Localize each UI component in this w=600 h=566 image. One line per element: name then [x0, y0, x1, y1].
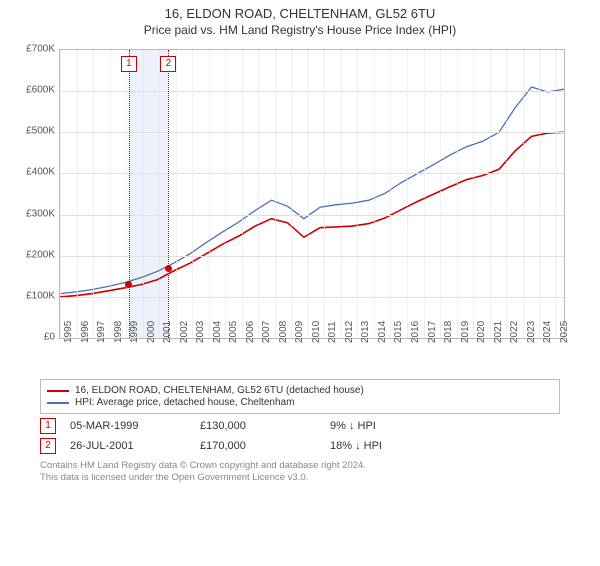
sale-row: 1 05-MAR-1999£130,0009% ↓ HPI — [40, 418, 600, 434]
x-axis-label: 2025 — [559, 321, 570, 343]
x-axis-label: 1997 — [96, 321, 107, 343]
x-axis-label: 2003 — [195, 321, 206, 343]
down-arrow-icon: ↓ — [355, 440, 361, 452]
x-axis-label: 2001 — [162, 321, 173, 343]
y-axis-label: £300K — [26, 208, 55, 219]
x-axis-label: 1999 — [129, 321, 140, 343]
sale-marker-box: 2 — [160, 56, 176, 72]
x-axis-label: 2007 — [261, 321, 272, 343]
x-axis-label: 2022 — [509, 321, 520, 343]
x-axis-label: 2011 — [327, 321, 338, 343]
x-axis-label: 2020 — [476, 321, 487, 343]
chart-area: 12 £0£100K£200K£300K£400K£500K£600K£700K… — [15, 43, 575, 373]
x-axis-label: 2016 — [410, 321, 421, 343]
chart-title-block: 16, ELDON ROAD, CHELTENHAM, GL52 6TU Pri… — [0, 6, 600, 37]
x-axis-label: 2009 — [294, 321, 305, 343]
x-axis-label: 2010 — [311, 321, 322, 343]
x-axis-label: 1998 — [113, 321, 124, 343]
x-axis-label: 2018 — [443, 321, 454, 343]
x-axis-label: 2015 — [393, 321, 404, 343]
sales-table: 1 05-MAR-1999£130,0009% ↓ HPI 2 26-JUL-2001… — [40, 418, 600, 454]
legend-label: 16, ELDON ROAD, CHELTENHAM, GL52 6TU (de… — [75, 385, 364, 396]
chart-lines — [60, 50, 564, 338]
x-axis-label: 2004 — [212, 321, 223, 343]
down-arrow-icon: ↓ — [349, 420, 355, 432]
sale-vs-hpi: 18% ↓ HPI — [330, 440, 460, 452]
sale-price: £170,000 — [200, 440, 330, 452]
footer-attribution: Contains HM Land Registry data © Crown c… — [40, 460, 600, 485]
sale-point — [165, 265, 172, 272]
sale-marker-box: 1 — [121, 56, 137, 72]
series-hpi — [60, 87, 564, 294]
x-axis-label: 2000 — [146, 321, 157, 343]
x-axis-label: 2013 — [360, 321, 371, 343]
x-axis-label: 2012 — [344, 321, 355, 343]
sale-marker-line — [168, 50, 169, 338]
x-axis-label: 2021 — [493, 321, 504, 343]
y-axis-label: £700K — [26, 44, 55, 55]
sale-price: £130,000 — [200, 420, 330, 432]
y-axis-label: £100K — [26, 290, 55, 301]
legend-swatch — [47, 390, 69, 392]
x-axis-label: 2005 — [228, 321, 239, 343]
y-axis-label: £0 — [44, 332, 55, 343]
x-axis-label: 2023 — [526, 321, 537, 343]
legend-box: 16, ELDON ROAD, CHELTENHAM, GL52 6TU (de… — [40, 379, 560, 414]
y-axis-label: £600K — [26, 85, 55, 96]
x-axis-label: 2024 — [542, 321, 553, 343]
legend-swatch — [47, 402, 69, 404]
legend-row: 16, ELDON ROAD, CHELTENHAM, GL52 6TU (de… — [47, 385, 553, 396]
y-axis-label: £200K — [26, 249, 55, 260]
sale-row: 2 26-JUL-2001£170,00018% ↓ HPI — [40, 438, 600, 454]
footer-line: This data is licensed under the Open Gov… — [40, 472, 600, 484]
x-axis-label: 1996 — [80, 321, 91, 343]
legend-row: HPI: Average price, detached house, Chel… — [47, 397, 553, 408]
chart-subtitle: Price paid vs. HM Land Registry's House … — [0, 23, 600, 37]
sale-marker-line — [129, 50, 130, 338]
y-axis-label: £400K — [26, 167, 55, 178]
sale-index-box: 2 — [40, 438, 56, 454]
sale-vs-hpi: 9% ↓ HPI — [330, 420, 460, 432]
plot-area: 12 — [59, 49, 565, 339]
x-axis-label: 2017 — [427, 321, 438, 343]
sale-date: 05-MAR-1999 — [70, 420, 200, 432]
legend-label: HPI: Average price, detached house, Chel… — [75, 397, 294, 408]
x-axis-label: 2002 — [179, 321, 190, 343]
sale-index-box: 1 — [40, 418, 56, 434]
sale-date: 26-JUL-2001 — [70, 440, 200, 452]
y-axis-label: £500K — [26, 126, 55, 137]
x-axis-label: 2019 — [460, 321, 471, 343]
x-axis-label: 2006 — [245, 321, 256, 343]
x-axis-label: 2008 — [278, 321, 289, 343]
footer-line: Contains HM Land Registry data © Crown c… — [40, 460, 600, 472]
chart-title: 16, ELDON ROAD, CHELTENHAM, GL52 6TU — [0, 6, 600, 21]
x-axis-label: 1995 — [63, 321, 74, 343]
x-axis-label: 2014 — [377, 321, 388, 343]
